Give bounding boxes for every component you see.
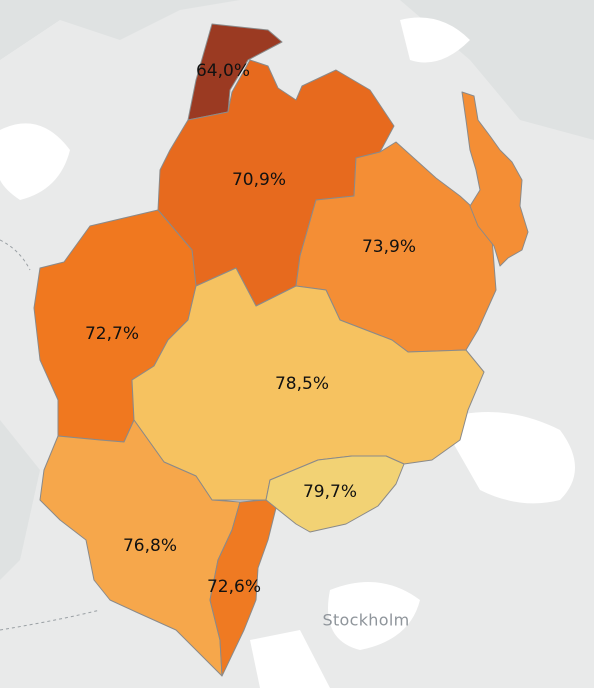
region-south[interactable]: [209, 499, 277, 677]
place-label-stockholm: Stockholm: [323, 611, 410, 630]
basemap-lake-1: [0, 123, 70, 200]
basemap-lake-3: [328, 582, 420, 650]
region-north-tip[interactable]: [187, 23, 283, 121]
basemap-water-south: [250, 630, 330, 688]
basemap-boundary-southwest: [0, 609, 101, 631]
basemap-lake-2: [400, 17, 470, 63]
region-east-islands[interactable]: [461, 91, 529, 267]
basemap-sea-1: [440, 412, 575, 504]
basemap-land-nw: [0, 0, 240, 60]
basemap-land-w: [0, 420, 40, 580]
